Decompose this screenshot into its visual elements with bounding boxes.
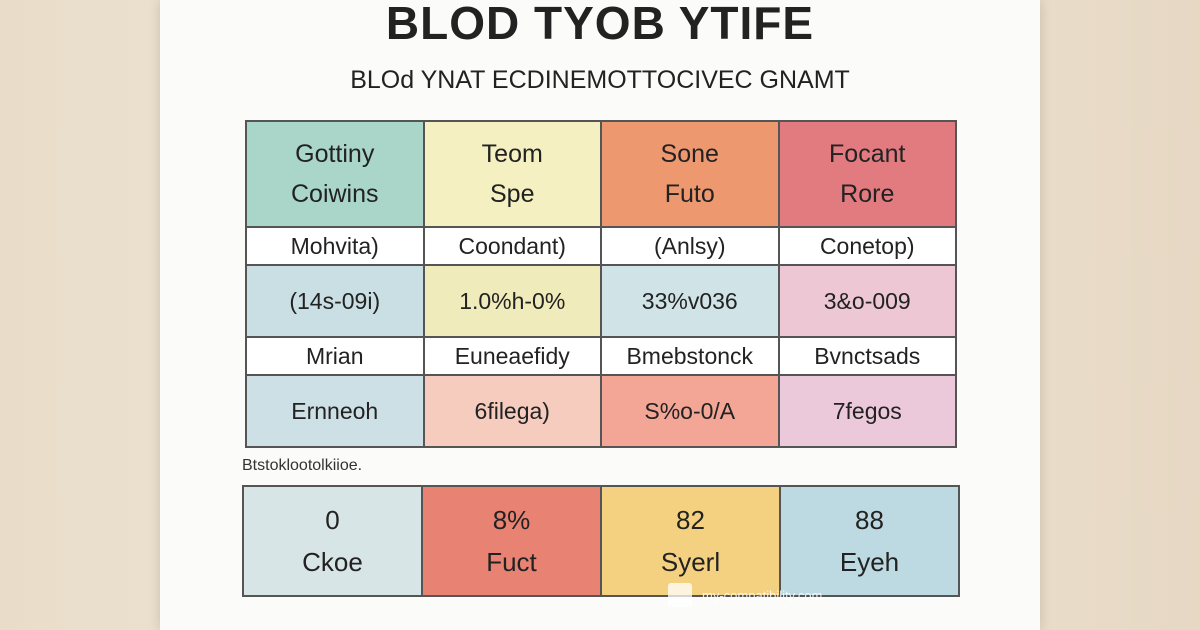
cell: 0 Ckoe: [242, 485, 423, 597]
cell-line: Gottiny: [295, 140, 375, 168]
header-cell: Sone Futo: [600, 120, 780, 228]
cell-line: Coiwins: [290, 180, 379, 208]
cell: 8% Fuct: [421, 485, 602, 597]
cell-line: Ckoe: [302, 547, 363, 577]
cell: 88 Eyeh: [779, 485, 960, 597]
main-table: Gottiny Coiwins Teom Spe Sone Futo Focant Ro…: [245, 120, 957, 448]
cell: 7fegos: [777, 374, 957, 448]
cell: 6filega): [422, 374, 602, 448]
cell: (Anlsy): [600, 226, 780, 266]
row: Mrian Euneaefidy Bmebstonck Bvnctsads: [245, 336, 957, 376]
cell-line: 8%: [492, 505, 531, 535]
header-cell: Focant Rore: [777, 120, 957, 228]
cell: Coondant): [422, 226, 602, 266]
cell-line: 0: [325, 505, 340, 535]
title: BLOD TYOB YTIFE: [385, 0, 815, 49]
row: (14s-09i) 1.0%h-0% 33%v036 3&o-009: [245, 264, 957, 338]
row: Ernneoh 6filega) S%o-0/A 7fegos: [245, 374, 957, 448]
cell: Conetop): [777, 226, 957, 266]
header-cell: Gottiny Coiwins: [245, 120, 425, 228]
cell: Bmebstonck: [600, 336, 780, 376]
watermark-icon: [668, 583, 692, 607]
cell: 1.0%h-0%: [422, 264, 602, 338]
cell-line: 82: [676, 505, 705, 535]
row: Mohvita) Coondant) (Anlsy) Conetop): [245, 226, 957, 266]
watermark: my-compatibility.com: [668, 583, 822, 607]
cell-line: Syerl: [660, 547, 721, 577]
cell: 33%v036: [600, 264, 780, 338]
cell-line: Focant: [829, 140, 906, 168]
cell-line: Sone: [660, 140, 719, 168]
cell-line: Rore: [840, 180, 895, 208]
cell: Mrian: [245, 336, 425, 376]
header-cell: Teom Spe: [422, 120, 602, 228]
cell: Euneaefidy: [422, 336, 602, 376]
row: 0 Ckoe 8% Fuct 82 Syerl 88 Eyeh: [242, 485, 960, 597]
cell: Ernneoh: [245, 374, 425, 448]
subtitle: BLOd YNAT ECDINEMOTTOCIVEC GNAMT: [350, 66, 850, 94]
cell: Bvnctsads: [777, 336, 957, 376]
bottom-table: 0 Ckoe 8% Fuct 82 Syerl 88 Eyeh: [242, 485, 960, 597]
cell-line: Futo: [664, 180, 715, 208]
header-row: Gottiny Coiwins Teom Spe Sone Futo Focant Ro…: [245, 120, 957, 228]
cell: 82 Syerl: [600, 485, 781, 597]
caption: Btstoklootolkiioe.: [242, 457, 363, 474]
cell-line: Fuct: [486, 547, 537, 577]
cell: Mohvita): [245, 226, 425, 266]
cell-line: 88: [855, 505, 884, 535]
cell-line: Teom: [481, 140, 543, 168]
watermark-text: my-compatibility.com: [702, 587, 823, 603]
card: BLOD TYOB YTIFE BLOd YNAT ECDINEMOTTOCIV…: [160, 0, 1040, 630]
cell: 3&o-009: [777, 264, 957, 338]
cell-line: Eyeh: [839, 547, 900, 577]
cell-line: Spe: [490, 180, 535, 208]
cell: S%o-0/A: [600, 374, 780, 448]
cell: (14s-09i): [245, 264, 425, 338]
